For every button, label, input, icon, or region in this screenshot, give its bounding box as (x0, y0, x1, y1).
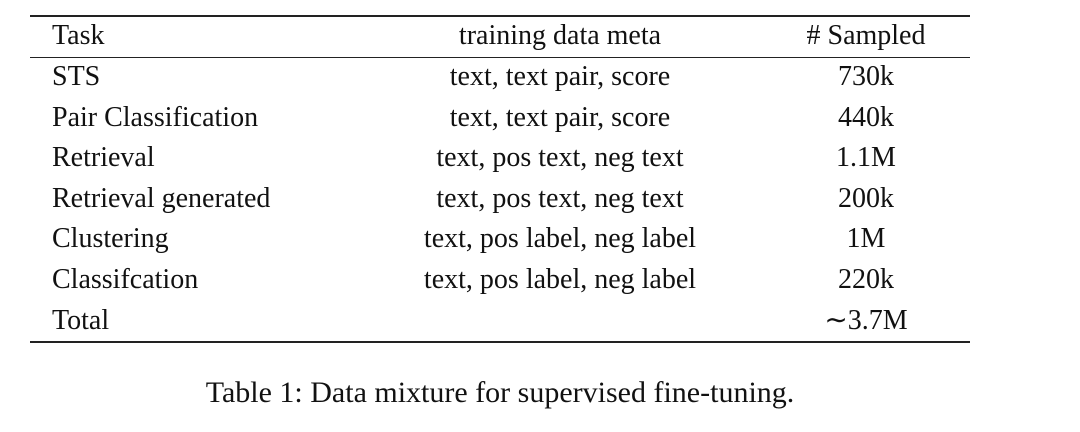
table-row: Retrieval text, pos text, neg text 1.1M (0, 138, 1080, 178)
top-rule (30, 15, 970, 17)
cell-sampled: 220k (838, 264, 894, 295)
cell-meta: text, text pair, score (449, 101, 671, 133)
table-row: Classifcation text, pos label, neg label 2… (0, 260, 1080, 300)
cell-meta: text, pos text, neg text (436, 142, 684, 174)
table-row: Pair Classification text, text pair, scor… (0, 98, 1080, 138)
cell-sampled: 440k (838, 101, 894, 133)
cell-meta: text, pos label, neg label (423, 264, 697, 295)
header-row: Task training data meta # Sampled (0, 16, 1080, 56)
header-meta: training data meta (458, 20, 662, 51)
cell-meta: text, pos label, neg label (423, 223, 697, 255)
cell-task: Retrieval generated (52, 182, 271, 214)
cell-task: Pair Classification (52, 101, 259, 133)
cell-sampled: 1.1M (836, 142, 896, 174)
table-row: Clustering text, pos label, neg label 1M (0, 219, 1080, 259)
cell-sampled: 1M (846, 223, 886, 255)
cell-task: STS (52, 61, 101, 92)
cell-sampled: ∼3.7M (824, 304, 908, 336)
cell-task: Retrieval (52, 142, 155, 174)
table-row: Total ∼3.7M (0, 301, 1080, 341)
table-caption: Table 1: Data mixture for supervised fin… (205, 376, 795, 409)
cell-task: Clustering (52, 223, 169, 255)
cell-task: Total (52, 304, 110, 336)
header-rule (30, 57, 970, 58)
cell-sampled: 730k (838, 61, 894, 92)
header-sampled: # Sampled (806, 20, 926, 51)
cell-sampled: 200k (838, 182, 894, 214)
cell-meta: text, text pair, score (449, 61, 671, 92)
table-row: Retrieval generated text, pos text, neg t… (0, 179, 1080, 219)
cell-meta: text, pos text, neg text (436, 182, 684, 214)
cell-task: Classifcation (52, 264, 199, 295)
bottom-rule (30, 341, 970, 343)
header-task: Task (52, 20, 105, 51)
table-row: STS text, text pair, score 730k (0, 57, 1080, 97)
